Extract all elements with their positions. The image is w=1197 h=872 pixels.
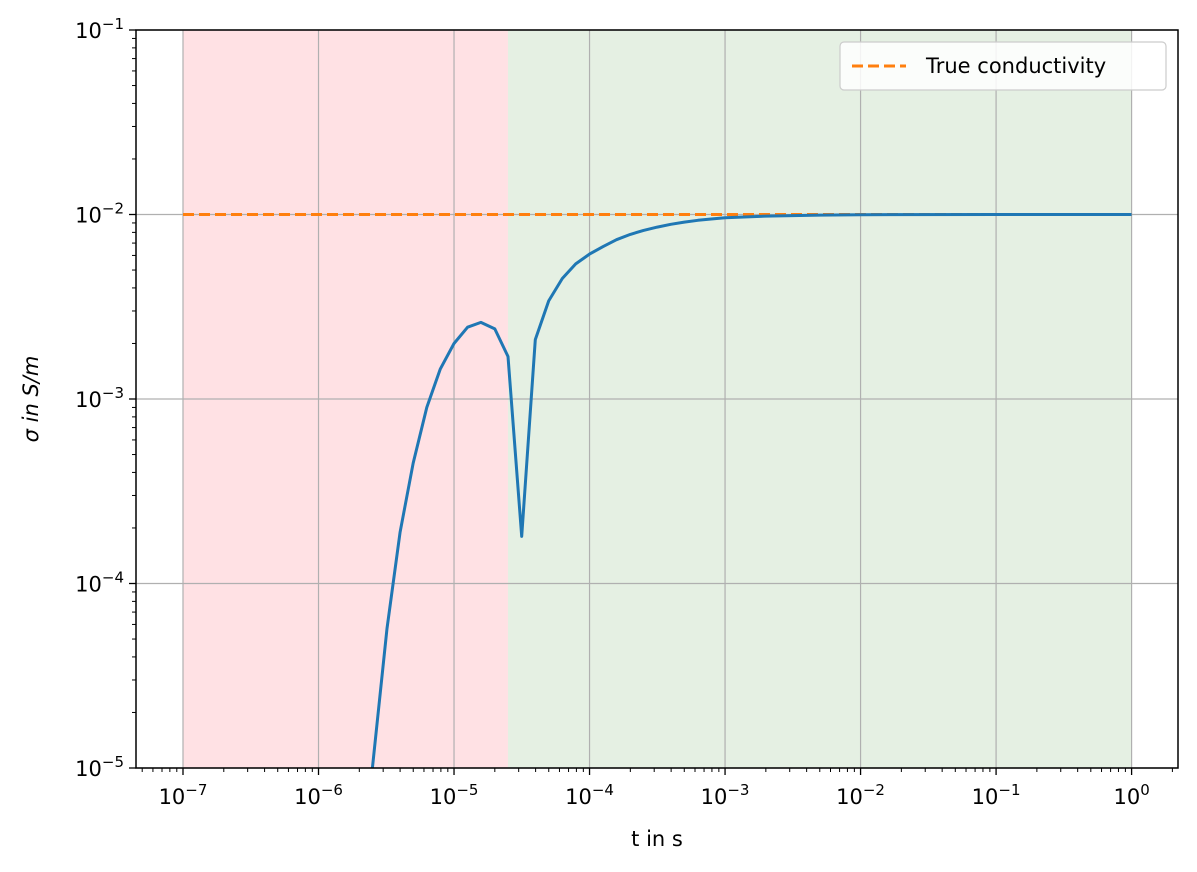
x-tick-label-0: 10−7 [159, 781, 208, 809]
series-line-0 [370, 213, 1132, 768]
x-axis-label: t in s [631, 827, 683, 851]
x-tick-label-3: 10−4 [565, 781, 614, 809]
legend: True conductivity [839, 41, 1167, 91]
y-tick-label-3: 10−2 [75, 200, 124, 228]
legend-label-true-conductivity: True conductivity [925, 54, 1106, 78]
y-tick-label-1: 10−4 [75, 569, 124, 597]
series-lines [183, 213, 1132, 768]
x-tick-label-2: 10−5 [430, 781, 479, 809]
x-tick-label-6: 10−1 [972, 781, 1021, 809]
x-tick-label-4: 10−3 [701, 781, 750, 809]
x-tick-label-7: 100 [1113, 781, 1149, 809]
y-tick-label-2: 10−3 [75, 384, 124, 412]
axis-ticks [129, 29, 1173, 775]
y-tick-label-4: 10−1 [75, 15, 124, 43]
x-tick-label-1: 10−6 [294, 781, 343, 809]
tick-labels: 10−7 10−6 10−5 10−4 10−3 10−2 10−1 100 10−5 10−4 1… [75, 15, 1150, 809]
y-tick-label-0: 10−5 [75, 753, 124, 781]
x-tick-label-5: 10−2 [836, 781, 885, 809]
legend-box [839, 41, 1167, 91]
y-axis-label: σ in S/m [19, 356, 43, 443]
